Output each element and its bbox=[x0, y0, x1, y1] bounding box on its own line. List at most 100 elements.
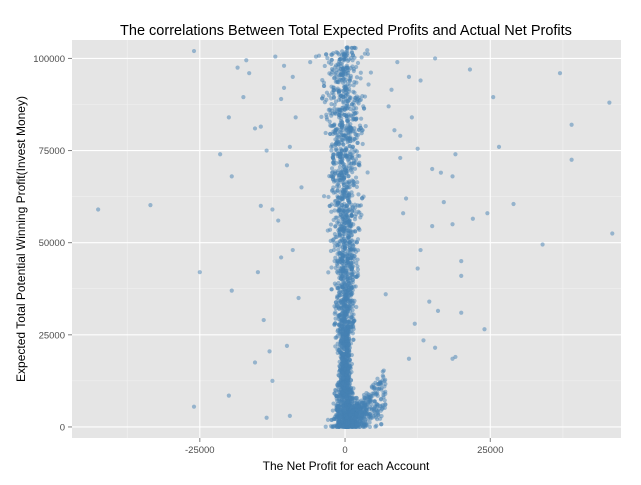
data-point bbox=[540, 242, 545, 247]
data-point bbox=[332, 232, 338, 237]
data-point bbox=[350, 58, 355, 63]
data-point bbox=[360, 196, 365, 201]
data-point bbox=[320, 78, 325, 83]
data-point bbox=[341, 68, 346, 73]
data-point bbox=[338, 276, 344, 281]
data-point bbox=[337, 383, 343, 388]
data-point bbox=[354, 75, 360, 80]
x-axis-label: The Net Profit for each Account bbox=[263, 459, 430, 473]
data-point bbox=[287, 413, 292, 418]
data-point bbox=[355, 264, 360, 269]
data-point bbox=[430, 224, 435, 229]
data-point bbox=[346, 192, 352, 197]
data-point bbox=[356, 192, 361, 197]
data-point bbox=[333, 65, 338, 70]
data-point bbox=[438, 170, 444, 175]
data-point bbox=[607, 100, 612, 105]
data-point bbox=[241, 95, 246, 100]
data-point bbox=[353, 117, 358, 122]
y-tick-label: 75000 bbox=[39, 146, 65, 157]
data-point bbox=[351, 337, 356, 342]
data-point bbox=[350, 423, 355, 428]
data-point bbox=[354, 422, 359, 427]
data-point bbox=[347, 200, 352, 205]
data-point bbox=[339, 124, 344, 129]
data-point bbox=[341, 176, 347, 182]
data-point bbox=[441, 200, 446, 205]
data-point bbox=[325, 56, 330, 61]
data-point bbox=[350, 170, 355, 175]
data-point bbox=[334, 74, 339, 80]
data-point bbox=[345, 370, 350, 375]
data-point bbox=[329, 209, 334, 214]
data-point bbox=[365, 48, 370, 53]
data-point bbox=[351, 179, 356, 184]
data-point bbox=[344, 98, 349, 103]
data-point bbox=[351, 83, 356, 88]
data-point bbox=[375, 416, 380, 422]
data-point bbox=[347, 300, 352, 305]
data-point bbox=[334, 146, 339, 151]
data-point bbox=[347, 150, 353, 155]
data-point bbox=[354, 184, 360, 190]
data-point bbox=[333, 215, 338, 220]
data-point bbox=[353, 205, 358, 210]
data-point bbox=[332, 391, 337, 396]
data-point bbox=[361, 106, 367, 111]
data-point bbox=[290, 74, 295, 79]
data-point bbox=[331, 123, 337, 128]
data-point bbox=[341, 342, 346, 347]
data-point bbox=[333, 300, 339, 305]
data-point bbox=[382, 398, 387, 403]
data-point bbox=[338, 212, 343, 217]
data-point bbox=[329, 102, 334, 107]
data-point bbox=[360, 141, 365, 147]
data-point bbox=[339, 300, 344, 305]
data-point bbox=[341, 94, 346, 99]
data-point bbox=[191, 404, 197, 409]
data-point bbox=[368, 415, 373, 420]
data-point bbox=[316, 53, 322, 58]
data-point bbox=[353, 148, 358, 153]
data-point bbox=[339, 61, 344, 66]
data-point bbox=[367, 397, 372, 403]
data-point bbox=[353, 416, 358, 421]
data-point bbox=[284, 163, 290, 168]
data-point bbox=[381, 368, 386, 373]
data-point bbox=[351, 112, 356, 117]
data-point bbox=[337, 164, 343, 170]
data-point bbox=[341, 164, 346, 169]
data-point bbox=[328, 110, 333, 116]
data-point bbox=[356, 209, 361, 214]
data-point bbox=[360, 94, 365, 99]
data-point bbox=[350, 53, 356, 58]
data-point bbox=[330, 170, 335, 175]
data-point bbox=[357, 227, 362, 233]
data-point bbox=[375, 402, 381, 408]
data-point bbox=[349, 102, 355, 107]
data-point bbox=[335, 258, 340, 263]
data-point bbox=[341, 305, 346, 310]
data-point bbox=[270, 207, 275, 212]
data-point bbox=[344, 184, 349, 189]
data-point bbox=[338, 293, 343, 298]
data-point bbox=[338, 399, 343, 405]
data-point bbox=[351, 109, 356, 114]
data-point bbox=[383, 292, 388, 297]
data-point bbox=[258, 124, 263, 129]
data-point bbox=[569, 122, 574, 127]
data-point bbox=[333, 265, 338, 271]
data-point bbox=[326, 107, 331, 112]
data-point bbox=[345, 122, 351, 127]
data-point bbox=[324, 52, 329, 57]
data-point bbox=[343, 405, 348, 410]
data-point bbox=[336, 268, 341, 273]
data-point bbox=[354, 240, 359, 245]
data-point bbox=[361, 424, 366, 429]
data-point bbox=[351, 136, 357, 141]
data-point bbox=[569, 157, 574, 162]
data-point bbox=[347, 357, 353, 363]
y-tick-label: 25000 bbox=[39, 330, 65, 341]
data-point bbox=[226, 393, 231, 398]
x-tick-label: 0 bbox=[342, 445, 347, 456]
